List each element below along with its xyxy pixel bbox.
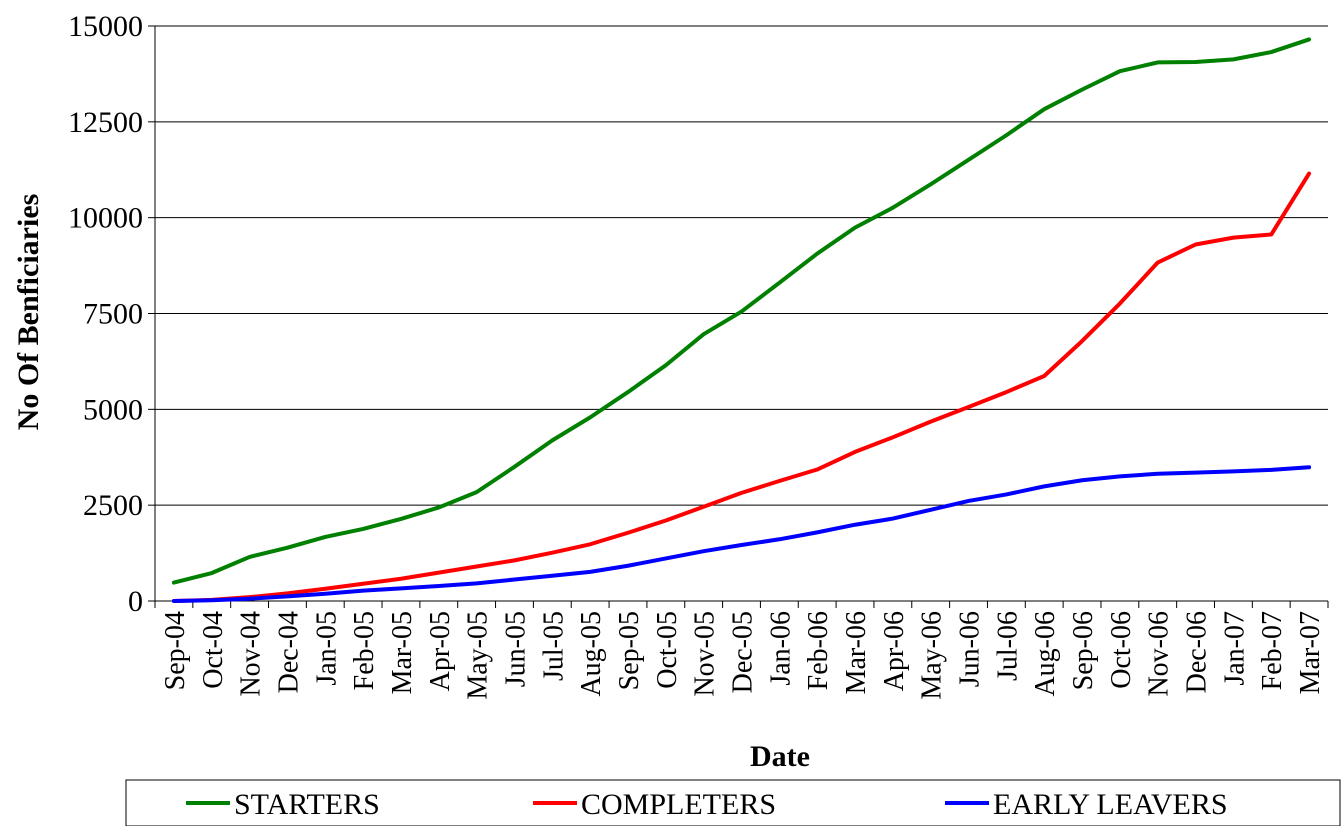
x-tick-label: Dec-04 [273,611,304,693]
x-tick-label: Jul-05 [538,611,569,681]
x-tick-label: Sep-06 [1068,611,1099,690]
x-tick-label: Apr-06 [879,611,910,691]
x-tick-label: Nov-05 [690,611,721,697]
y-tick-label: 12500 [68,106,143,139]
x-tick-label: Nov-06 [1144,611,1175,697]
series-line-starters [171,37,1312,585]
x-tick-label: Feb-06 [803,611,834,690]
x-tick-label: Jan-06 [765,611,796,686]
x-tick-label: Apr-05 [425,611,456,691]
x-tick-label: Jun-05 [500,611,531,687]
x-tick-label: Jun-06 [955,611,986,687]
legend-label: EARLY LEAVERS [993,788,1228,821]
legend: STARTERS COMPLETERS EARLY LEAVERS [125,779,1341,826]
x-tick-label: Oct-06 [1106,611,1137,689]
x-tick-label: Aug-05 [576,611,607,697]
x-tick-label: Mar-07 [1295,611,1326,694]
legend-box [125,779,1341,826]
gridlines [155,25,1328,506]
legend-label: STARTERS [234,788,380,821]
x-tick-label: May-06 [917,611,948,700]
series-lines [171,37,1312,603]
x-tick-label: Mar-05 [387,611,418,694]
x-tick-label: Jan-07 [1219,611,1250,686]
x-tick-label: Aug-06 [1030,611,1061,697]
y-tick-label: 5000 [83,393,143,426]
x-tick-label: Dec-06 [1182,611,1213,693]
y-tick-label: 0 [128,585,143,618]
y-tick-label: 10000 [68,202,143,235]
x-tick-label: Jan-05 [311,611,342,686]
series-line-completers [171,171,1312,603]
x-tick-label: Mar-06 [841,611,872,694]
x-tick-label: Sep-05 [614,611,645,690]
x-tick-label: May-05 [463,611,494,700]
x-tick-label: Sep-04 [160,611,191,690]
y-tick-label: 2500 [83,489,143,522]
series-line-early-leavers [171,465,1312,603]
legend-label: COMPLETERS [581,788,776,821]
x-tick-label: Oct-05 [652,611,683,689]
y-tick-label: 15000 [68,10,143,43]
x-tick-label: Jul-06 [992,611,1023,681]
y-tick-label: 7500 [83,298,143,331]
y-axis-title: No Of Benficiaries [12,194,45,431]
x-tick-label: Dec-05 [728,611,759,693]
x-tick-label: Feb-07 [1257,611,1288,690]
x-axis-ticks: Sep-04 Oct-04 Nov-04 Dec-04 Jan-05 Feb-05 Mar-… [154,601,1329,700]
x-tick-label: Oct-04 [198,611,229,689]
x-tick-label: Nov-04 [236,611,267,697]
x-axis-title: Date [750,740,810,773]
y-axis-ticks: 0 2500 5000 7500 10000 12500 15000 [68,10,155,618]
x-tick-label: Feb-05 [349,611,380,690]
